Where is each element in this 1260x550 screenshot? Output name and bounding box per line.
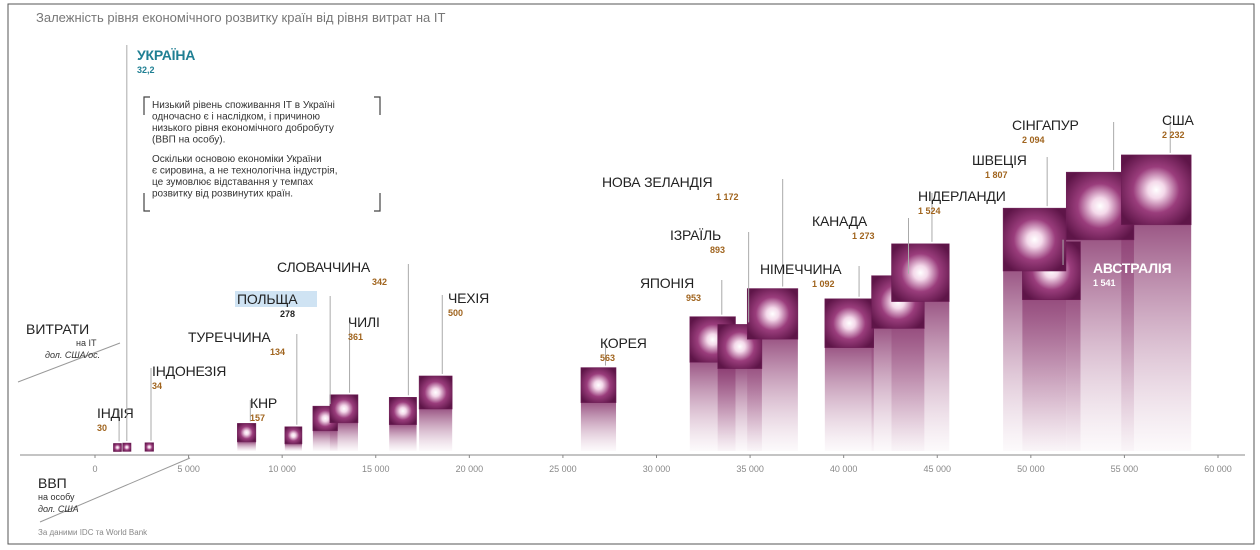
country-label: ЯПОНІЯ <box>640 275 694 291</box>
x-tick-label: 40 000 <box>830 464 858 474</box>
country-label: ІНДІЯ <box>97 405 133 421</box>
country-label: СІНГАПУР <box>1012 117 1079 133</box>
value-label: 342 <box>372 277 387 287</box>
data-square <box>113 443 122 452</box>
data-square <box>746 288 799 340</box>
x-tick-label: 5 000 <box>177 464 200 474</box>
y-axis-decor <box>17 342 121 383</box>
data-square <box>237 423 257 443</box>
annotation-text: низького рівня економічного добробуту <box>152 122 334 134</box>
data-square <box>388 397 417 425</box>
country-label: ПОЛЬЩА <box>237 291 298 307</box>
value-label: 563 <box>600 353 615 363</box>
source: За даними IDC та World Bank <box>38 528 148 537</box>
fade-bar <box>284 443 302 451</box>
country-label: УКРАЇНА <box>137 47 195 63</box>
country-label: КНР <box>250 395 277 411</box>
x-tick-label: 55 000 <box>1111 464 1139 474</box>
value-label: 1 092 <box>812 279 835 289</box>
data-square <box>329 394 359 424</box>
x-tick-label: 30 000 <box>643 464 671 474</box>
country-label: НОВА ЗЕЛАНДІЯ <box>602 174 712 190</box>
x-tick-label: 45 000 <box>923 464 951 474</box>
frame <box>7 3 1255 545</box>
x-axis-label: ВВП <box>38 475 67 491</box>
country-label: КАНАДА <box>812 213 868 229</box>
data-square <box>1121 154 1192 226</box>
country-label: АВСТРАЛІЯ <box>1093 260 1172 276</box>
value-label: 1 172 <box>716 192 739 202</box>
country-label: ШВЕЦІЯ <box>972 152 1027 168</box>
country-label: НІМЕЧЧИНА <box>760 261 842 277</box>
data-square <box>418 375 453 410</box>
data-square <box>122 442 132 452</box>
value-label: 278 <box>280 309 295 319</box>
country-label: КОРЕЯ <box>600 335 647 351</box>
x-tick-label: 10 000 <box>268 464 296 474</box>
data-square <box>1002 207 1067 272</box>
value-label: 2 094 <box>1022 135 1045 145</box>
value-label: 1 524 <box>918 206 941 216</box>
data-square <box>284 426 303 445</box>
fade-bar <box>580 402 617 451</box>
country-label: США <box>1162 112 1195 128</box>
y-axis-label: дол. США/ос. <box>45 350 100 360</box>
annotation-text: Низький рівень споживання ІТ в Україні <box>152 100 335 111</box>
country-label: ІЗРАЇЛЬ <box>670 227 721 243</box>
value-label: 1 541 <box>1093 278 1116 288</box>
value-label: 157 <box>250 413 265 423</box>
x-tick-label: 15 000 <box>362 464 390 474</box>
annotation-text: Оскільки основою економіки України <box>152 154 322 165</box>
x-axis-label: дол. США <box>38 504 79 514</box>
x-tick-label: 20 000 <box>456 464 484 474</box>
chart-title: Залежність рівня економічного розвитку к… <box>36 10 445 25</box>
country-label: ЧИЛІ <box>348 314 380 330</box>
fade-bar <box>419 409 453 451</box>
x-tick-label: 60 000 <box>1204 464 1232 474</box>
value-label: 2 232 <box>1162 130 1185 140</box>
annotation-text: (ВВП на особу). <box>152 134 225 146</box>
value-label: 30 <box>97 423 107 433</box>
x-tick-label: 50 000 <box>1017 464 1045 474</box>
country-label: СЛОВАЧЧИНА <box>277 259 371 275</box>
value-label: 893 <box>710 245 725 255</box>
country-label: ІНДОНЕЗІЯ <box>152 363 226 379</box>
value-label: 1 807 <box>985 170 1008 180</box>
y-axis-label: ВИТРАТИ <box>26 321 89 337</box>
value-label: 32,2 <box>137 65 155 75</box>
annotation-bracket <box>143 96 381 212</box>
data-square <box>144 442 154 452</box>
annotation-text: є сировина, а не технологічна індустрія, <box>152 166 337 177</box>
country-label: ЧЕХІЯ <box>448 290 489 306</box>
value-label: 500 <box>448 308 463 318</box>
fade-bar <box>389 424 417 451</box>
value-label: 1 273 <box>852 231 875 241</box>
data-square <box>312 405 338 432</box>
fade-bar <box>1121 224 1192 451</box>
value-label: 134 <box>270 347 285 357</box>
country-label: ТУРЕЧЧИНА <box>188 329 271 345</box>
y-axis-label: на ІТ <box>76 338 97 348</box>
annotation-text: одночасно є і наслідком, і причиною <box>152 112 320 123</box>
x-axis-decor <box>39 457 191 523</box>
annotation-text: розвитку від розвинутих країн. <box>152 189 293 200</box>
fade-bar <box>237 441 256 451</box>
fade-bar <box>1003 271 1067 451</box>
data-square <box>580 367 617 403</box>
value-label: 34 <box>152 381 162 391</box>
label-highlight <box>235 291 317 307</box>
x-tick-label: 35 000 <box>736 464 764 474</box>
data-square <box>824 298 874 348</box>
annotation-text: це зумовлює відставання у темпах <box>152 177 313 188</box>
x-axis-label: на особу <box>38 492 75 502</box>
x-tick-label: 25 000 <box>549 464 577 474</box>
value-label: 953 <box>686 293 701 303</box>
country-label: НІДЕРЛАНДИ <box>918 188 1006 204</box>
x-tick-label: 0 <box>92 464 97 474</box>
fade-bar <box>824 347 874 451</box>
value-label: 361 <box>348 332 363 342</box>
data-square <box>891 243 950 302</box>
